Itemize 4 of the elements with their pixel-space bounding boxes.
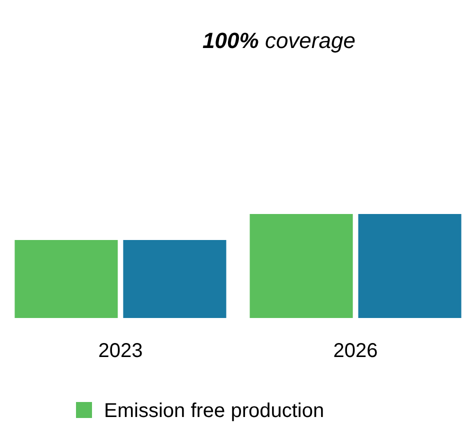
legend-label: Emission free production bbox=[104, 400, 324, 422]
x-tick-label: 2026 bbox=[333, 340, 378, 362]
x-tick-label: 2023 bbox=[98, 340, 143, 362]
chart-title: 100% coverage bbox=[202, 28, 356, 53]
